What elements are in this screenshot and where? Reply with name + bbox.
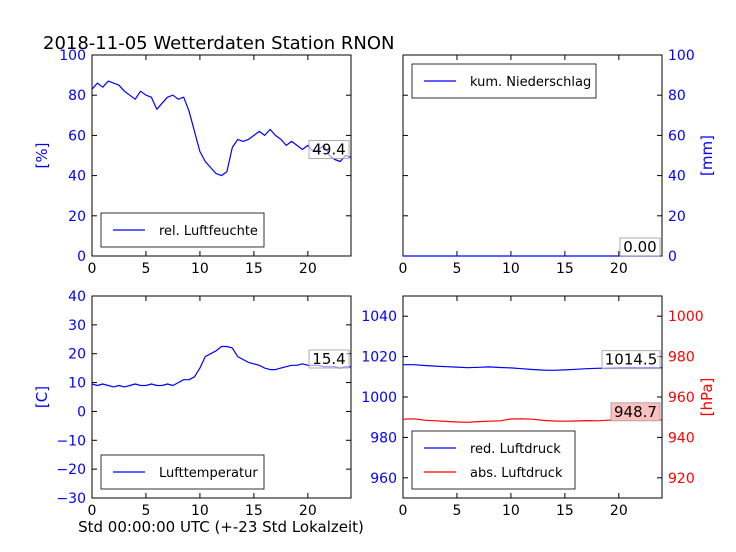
x-tick-label: 5 — [452, 503, 461, 519]
x-tick-label: 10 — [502, 503, 520, 519]
y-tick-label: 100 — [668, 48, 695, 64]
x-tick-label: 20 — [610, 503, 628, 519]
last-value-box — [619, 237, 661, 257]
last-value-label: 948.7 — [614, 403, 657, 421]
y-tick-label: 960 — [370, 471, 397, 487]
x-tick-label: 0 — [399, 261, 408, 277]
legend-entry: kum. Niederschlag — [470, 75, 591, 90]
last-value-box — [610, 402, 661, 422]
x-tick-label: 5 — [452, 261, 461, 277]
y-tick-label: 0 — [77, 404, 86, 420]
legend-entry: rel. Luftfeuchte — [159, 224, 258, 239]
y-tick-label: 1040 — [361, 309, 397, 325]
x-tick-label: 15 — [245, 503, 263, 519]
y-tick-label: 20 — [68, 209, 86, 225]
y-tick-label: 10 — [68, 376, 86, 392]
y-tick-label-right: 960 — [668, 390, 695, 406]
x-tick-label: 20 — [610, 261, 628, 277]
x-tick-label: 20 — [299, 261, 317, 277]
legend-entry: abs. Luftdruck — [470, 466, 563, 481]
y-tick-label: 40 — [68, 289, 86, 305]
y-tick-label: 30 — [68, 318, 86, 334]
x-tick-label: 15 — [245, 261, 263, 277]
y-tick-label: −20 — [56, 462, 86, 478]
y-tick-label-right: 920 — [668, 471, 695, 487]
series-line-0 — [91, 80, 352, 177]
y-axis-label: [%] — [33, 143, 51, 169]
y-tick-label: 80 — [668, 88, 686, 104]
panel-bottom-left: 0 5 10 15 20 −30 −20 −10 0 10 20 30 40 [C] 15.4 Lufttem… — [33, 289, 352, 519]
x-tick-label: 20 — [299, 503, 317, 519]
last-value-label: 0.00 — [623, 238, 656, 256]
x-tick-label: 0 — [88, 261, 97, 277]
y-tick-label: 1020 — [361, 350, 397, 366]
x-axis-label: Std 00:00:00 UTC (+-23 Std Lokalzeit) — [78, 518, 364, 536]
x-tick-label: 10 — [502, 261, 520, 277]
y-tick-label: 1000 — [361, 390, 397, 406]
legend: kum. Niederschlag — [411, 63, 597, 99]
y-tick-label: 40 — [668, 169, 686, 185]
series-line-0 — [91, 345, 352, 388]
x-tick-label: 5 — [141, 261, 150, 277]
x-tick-label: 10 — [191, 503, 209, 519]
y-axis-label: [C] — [33, 386, 51, 408]
legend: Lufttemperatur — [100, 454, 265, 490]
y-tick-label: 60 — [668, 128, 686, 144]
last-value-box — [308, 349, 350, 369]
y-tick-label: 100 — [59, 48, 86, 64]
last-value-label: 1014.5 — [605, 351, 658, 369]
y-tick-label: 20 — [68, 347, 86, 363]
x-tick-label: 5 — [141, 503, 150, 519]
last-value-label: 15.4 — [312, 350, 345, 368]
last-value-box — [601, 350, 661, 370]
x-tick-label: 15 — [556, 503, 574, 519]
legend-entry: red. Luftdruck — [470, 442, 561, 457]
x-tick-label: 10 — [191, 261, 209, 277]
x-tick-label: 0 — [88, 503, 97, 519]
y-axis-label: [mm] — [698, 135, 716, 176]
y-tick-label: 40 — [68, 169, 86, 185]
last-value-box — [308, 140, 350, 159]
x-tick-label: 0 — [399, 503, 408, 519]
last-value-label: 49.4 — [312, 141, 345, 159]
y-tick-label: 60 — [68, 128, 86, 144]
panel-top-left: 0 5 10 15 20 0 20 40 60 80 100 [%] 49.4 rel. Luftfeuc… — [33, 48, 352, 277]
y-tick-label: −30 — [56, 491, 86, 507]
legend: red. Luftdruck abs. Luftdruck — [411, 430, 576, 490]
y-tick-label: 980 — [370, 430, 397, 446]
y-axis-label: [hPa] — [698, 378, 716, 417]
legend: rel. Luftfeuchte — [100, 212, 265, 248]
x-tick-label: 15 — [556, 261, 574, 277]
y-tick-label: 20 — [668, 209, 686, 225]
legend-frame — [411, 430, 576, 490]
y-tick-label: 80 — [68, 88, 86, 104]
panel-bottom-right: 0 5 10 15 20 960 980 1000 1020 1040 920 940 960 980 10… — [361, 295, 716, 519]
y-tick-label: −10 — [56, 433, 86, 449]
y-tick-label-right: 980 — [668, 350, 695, 366]
y-tick-label: 0 — [668, 249, 677, 265]
figure-title: 2018-11-05 Wetterdaten Station RNON — [43, 33, 394, 54]
y-tick-label-right: 1000 — [668, 309, 704, 325]
legend-entry: Lufttemperatur — [159, 466, 258, 481]
panel-top-right: 0 5 10 15 20 0 20 40 60 80 100 [mm] 0.00 kum. Nieders… — [399, 48, 716, 277]
y-tick-label-right: 940 — [668, 430, 695, 446]
y-tick-label: 0 — [77, 249, 86, 265]
